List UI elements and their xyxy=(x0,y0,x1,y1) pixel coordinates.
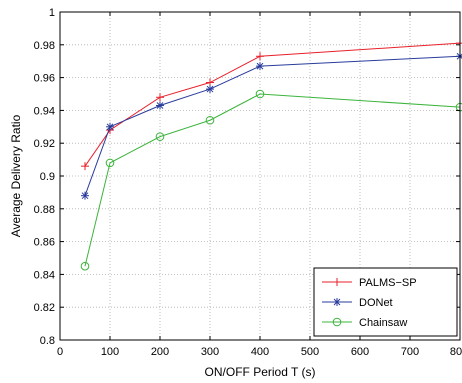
x-tick-label: 400 xyxy=(251,346,269,358)
plus-marker xyxy=(333,278,341,286)
series-line xyxy=(84,42,461,167)
marker-stroke xyxy=(256,62,264,70)
x-axis-label: ON/OFF Period T (s) xyxy=(205,365,316,379)
y-tick-label: 0.86 xyxy=(34,237,55,249)
legend: PALMS−SP DONet Chainsaw xyxy=(313,267,458,337)
x-tick-label: 0 xyxy=(57,346,63,358)
asterisk-marker xyxy=(456,52,462,61)
series-line xyxy=(84,55,461,196)
y-tick-label: 0.92 xyxy=(34,138,55,150)
circle-marker xyxy=(332,317,342,327)
y-tick-label: 1 xyxy=(49,7,55,19)
asterisk-marker xyxy=(106,122,114,131)
series-1 xyxy=(81,52,462,200)
plus-marker xyxy=(156,93,164,102)
marker-stroke xyxy=(106,123,114,131)
plus-marker xyxy=(81,162,89,171)
marker-stroke xyxy=(156,102,164,109)
asterisk-marker xyxy=(206,85,214,94)
marker-stroke xyxy=(206,85,214,93)
plus-marker xyxy=(456,39,462,48)
legend-label: Chainsaw xyxy=(359,317,407,329)
asterisk-marker xyxy=(81,191,89,200)
y-tick-label: 0.98 xyxy=(34,40,55,52)
circle-marker xyxy=(155,132,165,141)
y-tick-label: 0.94 xyxy=(34,105,55,117)
marker-stroke xyxy=(333,298,341,306)
ticks: 0.80.820.840.860.880.90.920.940.960.9810… xyxy=(34,7,462,358)
asterisk-marker xyxy=(333,298,341,306)
series-2 xyxy=(80,89,462,271)
y-tick-label: 0.82 xyxy=(34,302,55,314)
series-layer xyxy=(80,39,462,271)
circle-marker xyxy=(205,115,215,125)
asterisk-marker xyxy=(156,101,164,110)
series-line xyxy=(84,93,461,267)
x-tick-label: 80 xyxy=(450,346,462,358)
x-tick-label: 600 xyxy=(351,346,369,358)
y-tick-label: 0.9 xyxy=(40,171,55,183)
legend-label: DONet xyxy=(359,297,393,309)
y-tick-label: 0.84 xyxy=(34,269,55,281)
marker-stroke xyxy=(81,192,89,200)
legend-label: PALMS−SP xyxy=(359,277,417,289)
asterisk-marker xyxy=(256,62,264,71)
circle-marker xyxy=(105,158,115,168)
y-axis-label: Average Delivery Ratio xyxy=(9,114,23,237)
x-tick-label: 700 xyxy=(401,346,419,358)
y-tick-label: 0.88 xyxy=(34,204,55,216)
x-tick-label: 200 xyxy=(151,346,169,358)
plus-marker xyxy=(256,52,264,61)
x-tick-label: 500 xyxy=(301,346,319,358)
y-tick-label: 0.96 xyxy=(34,73,55,85)
circle-marker xyxy=(255,89,265,99)
x-tick-label: 300 xyxy=(201,346,219,358)
y-tick-label: 0.8 xyxy=(40,335,55,347)
x-tick-label: 100 xyxy=(101,346,119,358)
circle-marker xyxy=(80,261,90,271)
